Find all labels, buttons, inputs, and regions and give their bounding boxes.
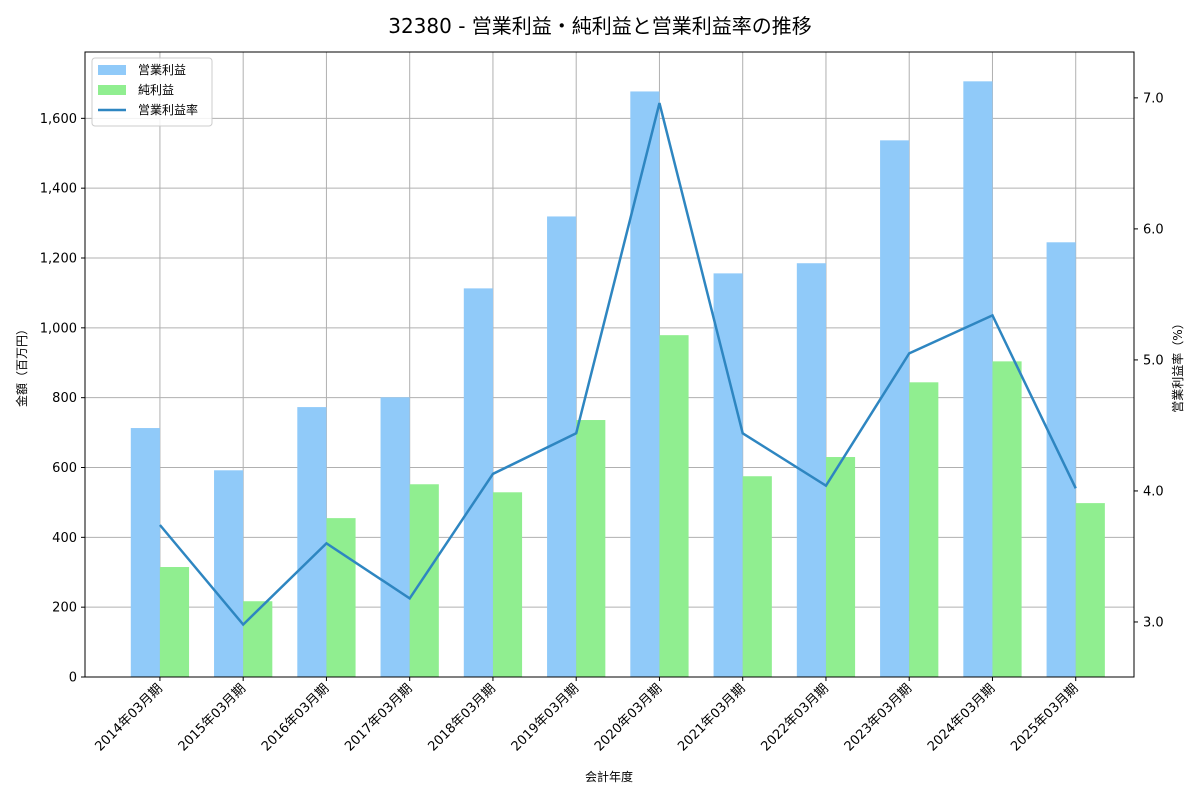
bar-operating-profit	[130, 428, 160, 677]
y-axis-left: 0 200 400 600 800 1,000 1,200 1,400 1,600	[40, 112, 85, 686]
legend-label-operating-profit: 営業利益	[138, 63, 186, 77]
y-tick-label: 0	[69, 671, 77, 686]
x-tick-label: 2022年03月期	[759, 681, 832, 754]
legend-label-operating-margin: 営業利益率	[138, 102, 198, 117]
x-tick-label: 2015年03月期	[176, 681, 249, 754]
bar-operating-profit	[297, 407, 327, 677]
y-axis-right: 3.0 4.0 5.0 6.0 7.0	[1134, 91, 1164, 630]
bar-net-profit	[243, 601, 273, 677]
y-tick-label: 1,000	[40, 321, 77, 336]
y-tick-label: 400	[52, 531, 77, 546]
bar-net-profit	[909, 382, 939, 677]
y-axis-left-label: 金額（百万円）	[14, 323, 29, 407]
bar-operating-profit	[463, 288, 493, 677]
bar-net-profit	[659, 335, 689, 677]
x-tick-label: 2014年03月期	[92, 681, 165, 754]
y-tick-label: 200	[52, 601, 77, 616]
x-tick-label: 2024年03月期	[925, 681, 998, 754]
x-tick-label: 2020年03月期	[592, 681, 665, 754]
y2-tick-label: 6.0	[1143, 222, 1164, 237]
bar-operating-profit	[380, 397, 410, 677]
x-tick-label: 2017年03月期	[342, 681, 415, 754]
y-tick-label: 1,600	[40, 112, 77, 127]
y2-tick-label: 5.0	[1143, 353, 1164, 368]
y-tick-label: 1,200	[40, 252, 77, 267]
bar-net-profit	[576, 420, 606, 677]
chart-title: 32380 - 営業利益・純利益と営業利益率の推移	[388, 14, 812, 38]
bar-operating-profit	[880, 140, 910, 677]
legend-label-net-profit: 純利益	[138, 83, 174, 97]
bar-operating-profit	[547, 216, 577, 677]
bar-net-profit	[742, 476, 772, 677]
y-tick-label: 800	[52, 391, 77, 406]
x-tick-label: 2016年03月期	[259, 681, 332, 754]
plot-frame	[84, 51, 1135, 678]
y2-tick-label: 3.0	[1143, 615, 1164, 630]
bar-net-profit	[409, 484, 439, 677]
bar-net-profit	[1075, 503, 1105, 677]
x-tick-label: 2021年03月期	[675, 681, 748, 754]
bar-series	[130, 81, 1105, 678]
bar-operating-profit	[630, 91, 660, 677]
y-axis-right-label: 営業利益率（%）	[1170, 317, 1185, 412]
bar-net-profit	[825, 457, 856, 677]
bar-net-profit	[492, 492, 523, 677]
x-axis: 2014年03月期 2015年03月期 2016年03月期 2017年03月期 2018…	[92, 677, 1082, 755]
x-tick-label: 2019年03月期	[509, 681, 582, 754]
line-series	[158, 102, 1077, 627]
x-tick-label: 2023年03月期	[842, 681, 915, 754]
bar-operating-profit	[214, 470, 244, 677]
y2-tick-label: 4.0	[1143, 484, 1164, 499]
y-tick-label: 600	[52, 461, 77, 476]
bar-operating-profit	[963, 81, 993, 678]
bar-net-profit	[326, 518, 356, 677]
legend-swatch-operating-profit	[98, 65, 126, 75]
bar-net-profit	[992, 361, 1022, 677]
x-tick-label: 2025年03月期	[1008, 681, 1081, 754]
line-operating-margin	[158, 102, 1077, 627]
y2-tick-label: 7.0	[1143, 91, 1164, 106]
legend-swatch-net-profit	[98, 85, 126, 95]
x-axis-label: 会計年度	[585, 769, 633, 784]
legend: 営業利益 純利益 営業利益率	[91, 57, 213, 127]
x-tick-label: 2018年03月期	[425, 681, 498, 754]
y-tick-label: 1,400	[40, 182, 77, 197]
bar-net-profit	[159, 567, 190, 677]
